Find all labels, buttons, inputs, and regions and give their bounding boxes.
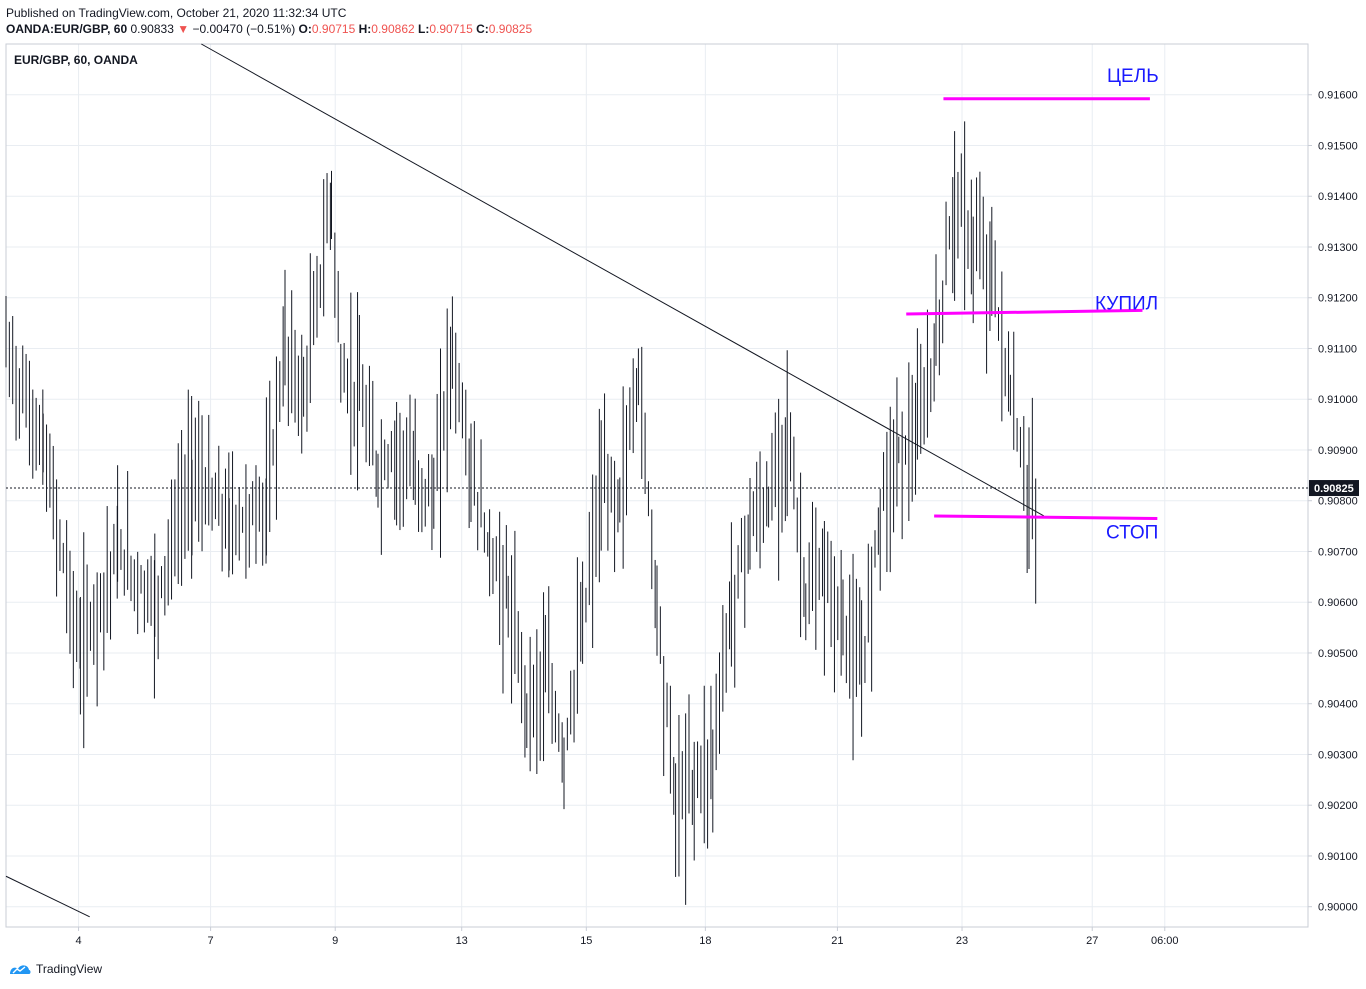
y-tick-label: 0.90900 [1318,445,1358,457]
y-tick-label: 0.90600 [1318,597,1358,609]
y-tick-label: 0.91100 [1318,343,1357,355]
y-tick-label: 0.90400 [1318,699,1358,711]
y-tick-label: 0.90300 [1318,749,1358,761]
y-tick-label: 0.90200 [1318,800,1358,812]
x-tick-label: 23 [956,935,968,947]
trendline[interactable] [201,43,1045,517]
symbol-name: OANDA:EUR/GBP, 60 [6,22,128,36]
y-tick-label: 0.90800 [1318,496,1358,508]
y-tick-label: 0.91000 [1318,394,1358,406]
x-tick-label: 18 [699,935,711,947]
footer-brand-text: TradingView [36,962,103,976]
y-tick-label: 0.91600 [1318,90,1358,102]
down-arrow-icon: ▼ [177,22,190,36]
open-label: O: [298,22,312,36]
plot-frame [5,43,1309,928]
y-tick-label: 0.91300 [1318,242,1358,254]
x-tick-label: 21 [831,935,843,947]
y-tick-label: 0.91400 [1318,191,1358,203]
trendline[interactable] [5,875,90,918]
high-label: H: [358,22,372,36]
low-label: L: [418,22,430,36]
x-tick-label: 7 [208,935,214,947]
chart-title: EUR/GBP, 60, OANDA [14,53,138,67]
low-value: 0.90715 [429,22,473,36]
price-axis[interactable]: 0.90000 0.90100 0.90200 0.90300 0.90400 0.905… [1308,90,1358,914]
level-label: СТОП [1106,522,1158,543]
x-tick-label: 27 [1086,935,1098,947]
close-label: C: [476,22,489,36]
x-tick-label: 15 [580,935,592,947]
high-value: 0.90862 [371,22,415,36]
y-tick-label: 0.91200 [1318,293,1358,305]
published-caption: Published on TradingView.com, October 21… [6,6,347,20]
level-line[interactable] [906,308,1143,316]
close-value: 0.90825 [488,22,533,36]
x-tick-label: 9 [332,935,338,947]
y-tick-label: 0.90000 [1318,902,1358,914]
symbol-quote-line: OANDA:EUR/GBP, 60 0.90833 ▼ −0.00470 (−0… [6,22,532,36]
price-change: −0.00470 (−0.51%) [192,22,296,36]
trendlines[interactable] [5,43,1045,918]
x-tick-label: 06:00 [1151,935,1179,947]
level-label: ЦЕЛЬ [1107,66,1159,87]
last-price: 0.90833 [130,22,174,36]
last-price-badge [1309,480,1359,497]
price-bars [5,121,1037,905]
y-tick-label: 0.91500 [1318,140,1358,152]
tradingview-logo-icon [10,965,31,974]
time-axis[interactable]: 4 7 9 13 15 18 21 23 27 06:00 [75,927,1179,947]
footer-branding[interactable]: TradingView [8,962,102,976]
open-value: 0.90715 [311,22,356,36]
level-line[interactable] [934,514,1158,520]
level-label: КУПИЛ [1095,293,1158,314]
chart-grid [6,44,1308,927]
last-price-label: 0.90825 [1314,483,1354,495]
annotation-levels[interactable]: ЦЕЛЬ КУПИЛ СТОП [906,66,1159,544]
y-tick-label: 0.90700 [1318,546,1358,558]
y-tick-label: 0.90100 [1318,851,1358,863]
x-tick-label: 4 [75,935,81,947]
last-price-marker: 0.90825 [6,480,1359,497]
y-tick-label: 0.90500 [1318,648,1358,660]
x-tick-label: 13 [456,935,468,947]
